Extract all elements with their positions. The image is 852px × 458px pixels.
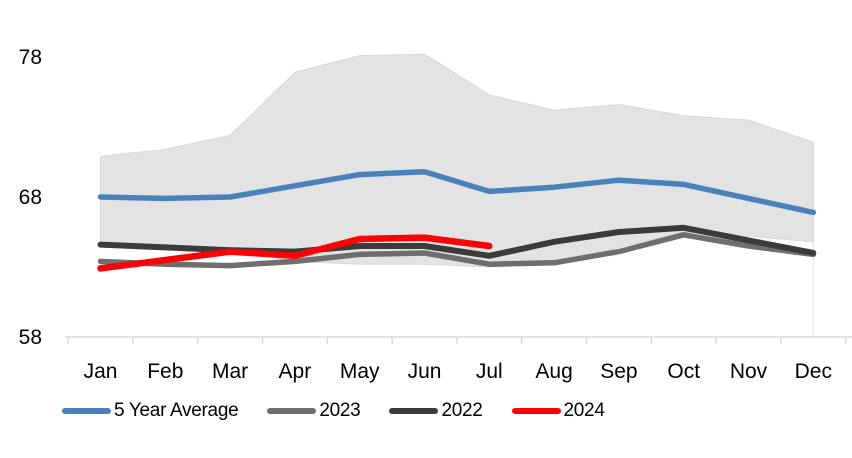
x-tick-label: May xyxy=(340,360,380,383)
line-5-year-average xyxy=(97,169,817,216)
x-tick-label: Dec xyxy=(795,360,832,383)
legend-label: 2022 xyxy=(441,400,483,421)
x-tick-label: Jul xyxy=(476,360,503,383)
legend-label: 2024 xyxy=(563,400,605,421)
x-tick-label: Jun xyxy=(408,360,442,383)
x-tick-label: Mar xyxy=(212,360,248,383)
legend-swatch-icon xyxy=(62,408,111,414)
x-tick-label: Sep xyxy=(600,360,637,383)
legend-item-2024: 2024 xyxy=(511,399,605,423)
line-2024 xyxy=(97,234,493,272)
legend-label: 2023 xyxy=(319,400,361,421)
y-tick-label: 78 xyxy=(19,46,42,69)
legend-swatch-icon xyxy=(511,408,561,414)
line-2023 xyxy=(97,232,817,269)
x-tick-label: Feb xyxy=(147,360,183,383)
legend-item-2023: 2023 xyxy=(267,399,361,423)
legend-item-2022: 2022 xyxy=(389,399,483,423)
legend-swatch-icon xyxy=(389,408,439,414)
legend-swatch-icon xyxy=(267,408,317,414)
y-tick-label: 68 xyxy=(19,186,42,209)
x-tick-label: Nov xyxy=(730,360,768,383)
legend-item-5-year-average: 5 Year Average xyxy=(62,399,239,423)
x-tick-label: Aug xyxy=(535,360,572,383)
legend-label: 5 Year Average xyxy=(114,400,239,421)
y-tick-label: 58 xyxy=(19,326,42,349)
x-tick-label: Jan xyxy=(84,360,118,383)
x-tick-label: Apr xyxy=(279,360,312,383)
x-tick-label: Oct xyxy=(667,360,700,383)
legend: 5 Year Average 2023 2022 2024 xyxy=(62,399,605,423)
